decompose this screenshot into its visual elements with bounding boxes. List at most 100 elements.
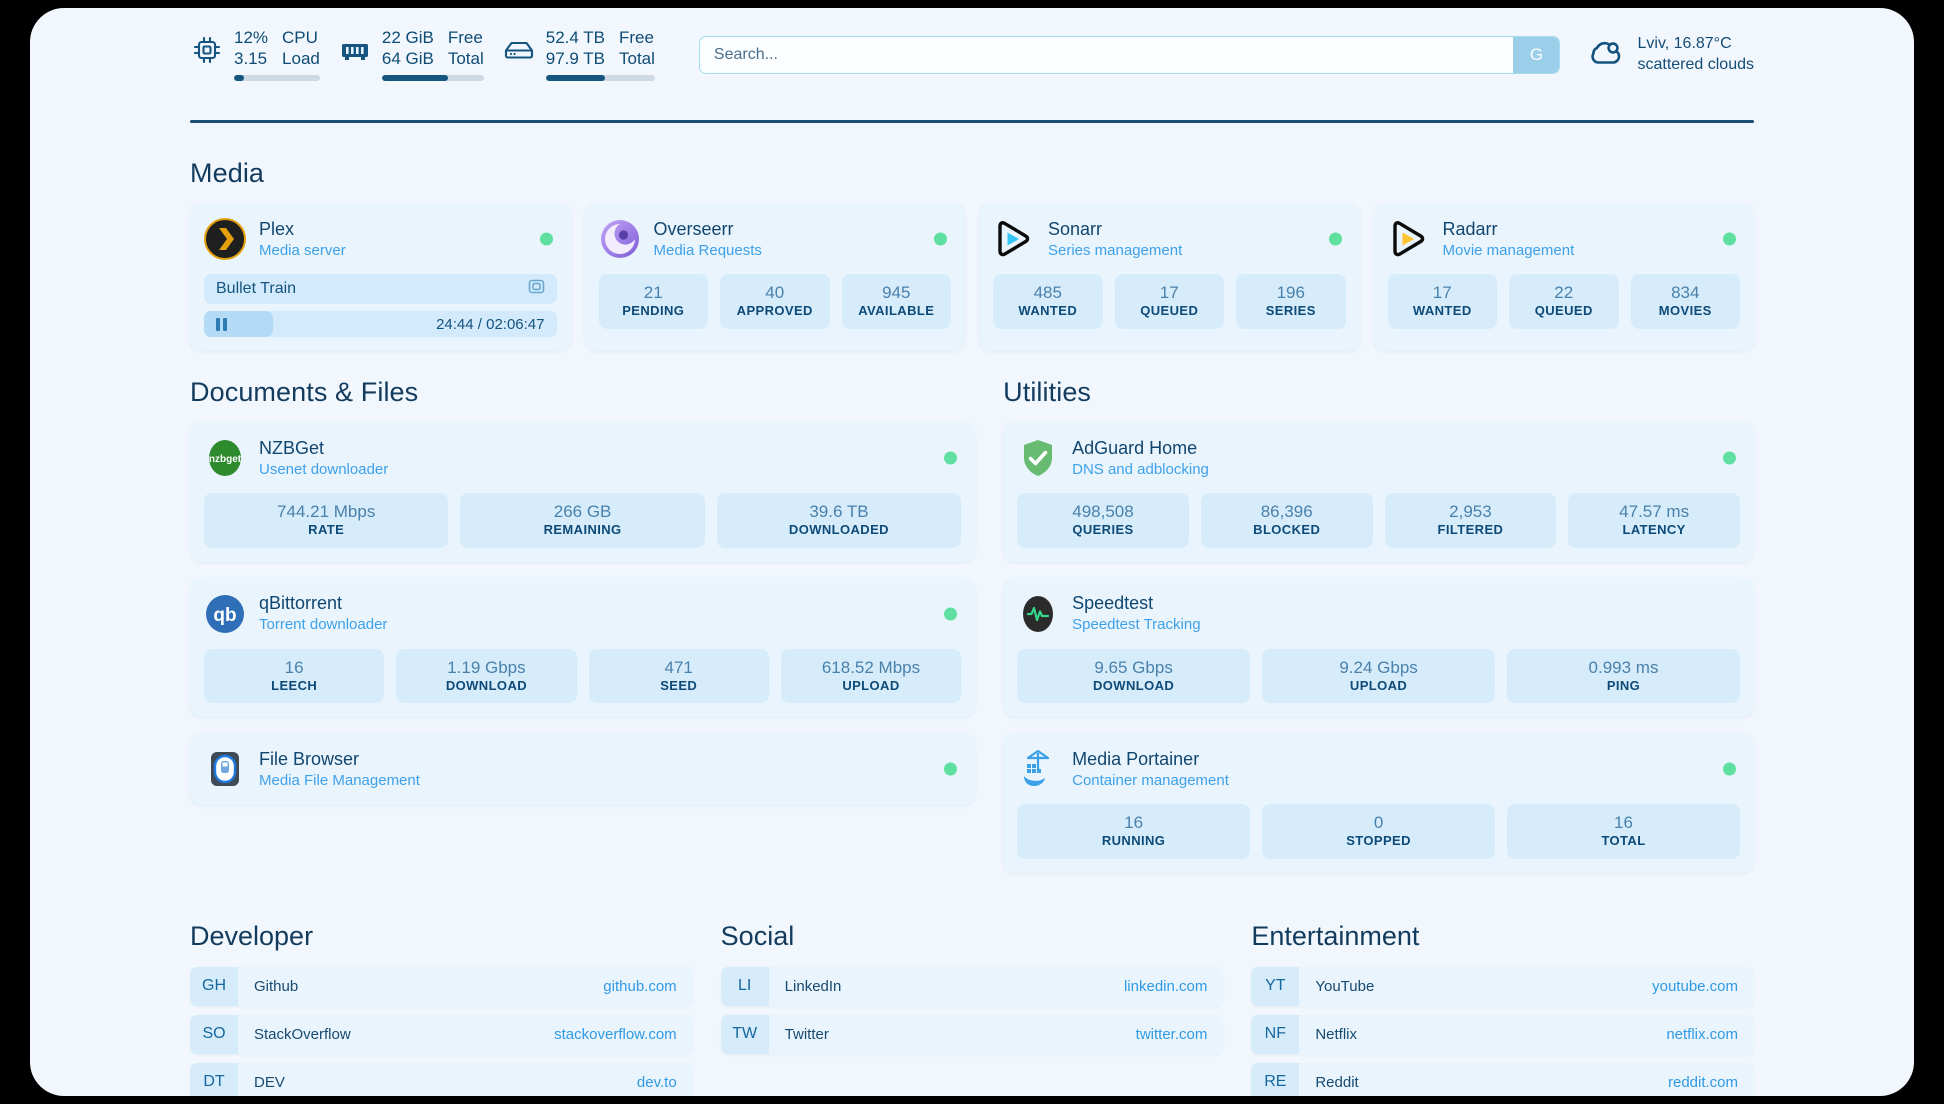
stat-value: 17 xyxy=(1432,283,1452,302)
service-card-header[interactable]: Overseerr Media Requests xyxy=(599,217,952,261)
search-input[interactable] xyxy=(699,45,1514,64)
stat-tile[interactable]: 21 PENDING xyxy=(598,274,708,329)
service-card-sonarr[interactable]: Sonarr Series management 485 WANTED 17 Q… xyxy=(979,203,1360,351)
cast-icon[interactable] xyxy=(528,278,545,300)
stat-tile[interactable]: 40 APPROVED xyxy=(720,274,830,329)
stat-tile[interactable]: 1.19 Gbps DOWNLOAD xyxy=(396,648,577,703)
bookmarks-area: Developer GH Github github.com SO StackO… xyxy=(190,920,1755,1096)
bookmark-name: Twitter xyxy=(784,1025,829,1043)
resource-labels: Free Total xyxy=(448,28,484,69)
stat-tile[interactable]: 17 WANTED xyxy=(1387,274,1497,329)
bookmark-item[interactable]: TW Twitter twitter.com xyxy=(720,1014,1224,1054)
service-card-header[interactable]: Media Portainer Container management xyxy=(1017,747,1740,791)
bookmark-list: LI LinkedIn linkedin.com TW Twitter twit… xyxy=(720,966,1224,1054)
service-card-plex[interactable]: Plex Media server Bullet Train 24:44 / 0… xyxy=(190,203,571,351)
service-card-header[interactable]: Radarr Movie management xyxy=(1388,217,1741,261)
resource-widget-cpu: 12% 3.15 CPU Load xyxy=(190,28,320,82)
stat-label: PENDING xyxy=(622,303,685,319)
resource-widget-memory: 22 GiB 64 GiB Free Total xyxy=(338,28,484,82)
stat-tile[interactable]: 86,396 BLOCKED xyxy=(1200,493,1373,548)
stat-label: SEED xyxy=(660,677,698,693)
stat-label: LATENCY xyxy=(1622,522,1686,538)
bookmark-item[interactable]: LI LinkedIn linkedin.com xyxy=(720,966,1224,1006)
stat-tile[interactable]: 16 TOTAL xyxy=(1507,804,1740,859)
stat-tile[interactable]: 22 QUEUED xyxy=(1509,274,1619,329)
service-card-header[interactable]: nzbget NZBGet Usenet downloader xyxy=(204,436,961,480)
stat-tile[interactable]: 47.57 ms LATENCY xyxy=(1568,493,1740,548)
bookmark-item[interactable]: GH Github github.com xyxy=(190,966,693,1006)
stat-value: 9.24 Gbps xyxy=(1339,657,1418,677)
stat-tile[interactable]: 9.24 Gbps UPLOAD xyxy=(1262,648,1496,703)
weather-condition: scattered clouds xyxy=(1637,55,1754,73)
bookmark-list: GH Github github.com SO StackOverflow st… xyxy=(190,966,693,1096)
resource-label-primary: Free xyxy=(447,28,483,47)
stat-tile[interactable]: 471 SEED xyxy=(588,648,769,703)
resource-value-primary: 12% xyxy=(234,28,269,47)
stat-tile[interactable]: 618.52 Mbps UPLOAD xyxy=(780,648,962,703)
now-playing-progress[interactable]: 24:44 / 02:06:47 xyxy=(204,311,557,337)
bookmark-item[interactable]: NF Netflix netflix.com xyxy=(1251,1014,1755,1054)
stat-tile[interactable]: 17 QUEUED xyxy=(1114,274,1224,329)
service-description: Torrent downloader xyxy=(259,616,388,634)
stat-tile[interactable]: 485 WANTED xyxy=(993,274,1103,329)
status-dot xyxy=(1723,232,1736,246)
service-card-header[interactable]: qb qBittorrent Torrent downloader xyxy=(204,592,961,636)
bookmark-item[interactable]: RE Reddit reddit.com xyxy=(1251,1062,1755,1096)
bookmark-item[interactable]: SO StackOverflow stackoverflow.com xyxy=(190,1014,693,1054)
service-description: Container management xyxy=(1072,771,1229,789)
stat-value: 744.21 Mbps xyxy=(277,502,376,521)
resource-value-primary: 22 GiB xyxy=(381,28,434,47)
service-card-header[interactable]: Sonarr Series management xyxy=(993,217,1346,261)
service-card-adguard-home[interactable]: AdGuard Home DNS and adblocking 498,508 … xyxy=(1003,422,1754,562)
stat-label: PING xyxy=(1606,677,1641,693)
service-card-header[interactable]: File Browser Media File Management xyxy=(204,747,961,791)
service-card-header[interactable]: Speedtest Speedtest Tracking xyxy=(1017,592,1740,636)
stat-tile[interactable]: 744.21 Mbps RATE xyxy=(204,493,449,548)
service-card-nzbget[interactable]: nzbget NZBGet Usenet downloader 744.21 M… xyxy=(190,422,976,562)
stat-tiles: 16 LEECH 1.19 Gbps DOWNLOAD 471 SEED 618… xyxy=(204,648,962,703)
stat-tile[interactable]: 39.6 TB DOWNLOADED xyxy=(716,493,962,548)
status-dot xyxy=(934,232,947,246)
bookmark-abbreviation: RE xyxy=(1251,1062,1300,1096)
weather-location: Lviv, 16.87°C xyxy=(1637,34,1732,52)
bookmark-item[interactable]: YT YouTube youtube.com xyxy=(1251,966,1755,1006)
stat-tile[interactable]: 196 SERIES xyxy=(1236,274,1346,329)
service-card-overseerr[interactable]: Overseerr Media Requests 21 PENDING 40 A… xyxy=(584,203,965,351)
stat-tile[interactable]: 0 STOPPED xyxy=(1262,804,1496,859)
stat-label: DOWNLOAD xyxy=(445,677,528,693)
service-card-file-browser[interactable]: File Browser Media File Management xyxy=(190,733,976,805)
pause-icon[interactable] xyxy=(216,317,227,331)
adguard-home-logo-icon xyxy=(1017,437,1059,479)
nzbget-logo-icon: nzbget xyxy=(204,437,246,479)
search-area: G xyxy=(698,35,1561,74)
service-card-media-portainer[interactable]: Media Portainer Container management 16 … xyxy=(1003,733,1754,873)
stat-tile[interactable]: 16 RUNNING xyxy=(1017,804,1251,859)
now-playing-title-bar[interactable]: Bullet Train xyxy=(204,274,557,304)
stat-tile[interactable]: 945 AVAILABLE xyxy=(841,274,951,329)
search-provider-button[interactable]: G xyxy=(1513,36,1560,73)
dashboard-content: Media Plex Media server Bullet Train 24:… xyxy=(190,158,1755,1096)
service-card-qbittorrent[interactable]: qb qBittorrent Torrent downloader 16 LEE… xyxy=(190,577,976,717)
dashboard-page: 12% 3.15 CPU Load 22 GiB 64 GiB xyxy=(30,8,1914,1096)
stat-value: 0.993 ms xyxy=(1588,657,1659,677)
service-name: AdGuard Home xyxy=(1072,437,1198,458)
stat-label: UPLOAD xyxy=(842,677,900,693)
stat-tile[interactable]: 9.65 Gbps DOWNLOAD xyxy=(1017,648,1251,703)
service-card-header[interactable]: Plex Media server xyxy=(204,217,557,261)
stat-label: APPROVED xyxy=(736,303,813,319)
stat-tile[interactable]: 498,508 QUERIES xyxy=(1017,493,1189,548)
stat-tile[interactable]: 16 LEECH xyxy=(204,648,385,703)
stat-tile[interactable]: 834 MOVIES xyxy=(1630,274,1740,329)
search-box[interactable]: G xyxy=(698,35,1561,74)
service-card-header[interactable]: AdGuard Home DNS and adblocking xyxy=(1017,436,1740,480)
service-card-radarr[interactable]: Radarr Movie management 17 WANTED 22 QUE… xyxy=(1373,203,1754,351)
bookmark-item[interactable]: DT DEV dev.to xyxy=(190,1062,693,1096)
service-description: Movie management xyxy=(1442,241,1575,259)
stat-label: UPLOAD xyxy=(1349,677,1408,693)
stat-tile[interactable]: 266 GB REMAINING xyxy=(460,493,705,548)
service-card-speedtest[interactable]: Speedtest Speedtest Tracking 9.65 Gbps D… xyxy=(1003,577,1754,717)
stat-tile[interactable]: 2,953 FILTERED xyxy=(1384,493,1557,548)
radarr-logo-icon xyxy=(1388,218,1430,260)
bookmark-group-title: Entertainment xyxy=(1251,920,1420,951)
stat-tile[interactable]: 0.993 ms PING xyxy=(1507,648,1740,703)
